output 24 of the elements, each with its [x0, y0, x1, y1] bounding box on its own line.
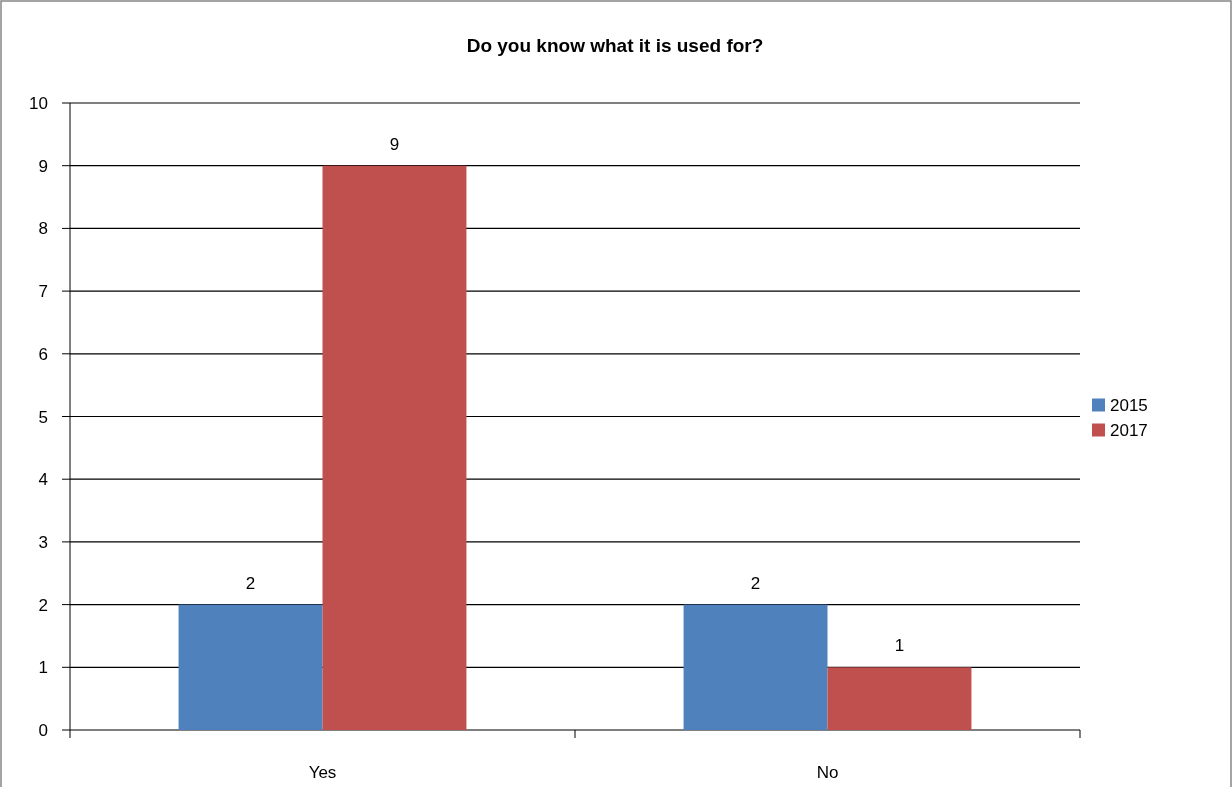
- data-label: 2: [245, 573, 256, 593]
- bar: [683, 604, 828, 730]
- y-tick-label: 2: [38, 595, 48, 615]
- y-tick-label: 3: [38, 532, 48, 552]
- y-tick-label: 0: [38, 721, 48, 740]
- y-tick-label: 10: [29, 94, 48, 113]
- y-tick-label: 5: [38, 407, 48, 427]
- x-tick-label: Yes: [308, 763, 337, 782]
- x-tick-label: No: [816, 763, 839, 782]
- chart-title: Do you know what it is used for?: [466, 35, 764, 56]
- legend-label: 2017: [1110, 420, 1148, 440]
- bar: [322, 165, 467, 730]
- y-tick-label: 7: [38, 282, 48, 302]
- y-tick-label: 1: [38, 658, 48, 678]
- data-label: 9: [389, 134, 400, 154]
- data-label: 2: [750, 573, 761, 593]
- y-tick-label: 9: [38, 156, 48, 176]
- data-label: 1: [894, 636, 905, 656]
- bar: [178, 604, 323, 730]
- legend-label: 2015: [1110, 395, 1148, 415]
- bar: [827, 667, 972, 730]
- y-tick-label: 8: [38, 219, 48, 239]
- y-tick-label: 6: [38, 344, 48, 364]
- y-tick-label: 4: [38, 470, 48, 490]
